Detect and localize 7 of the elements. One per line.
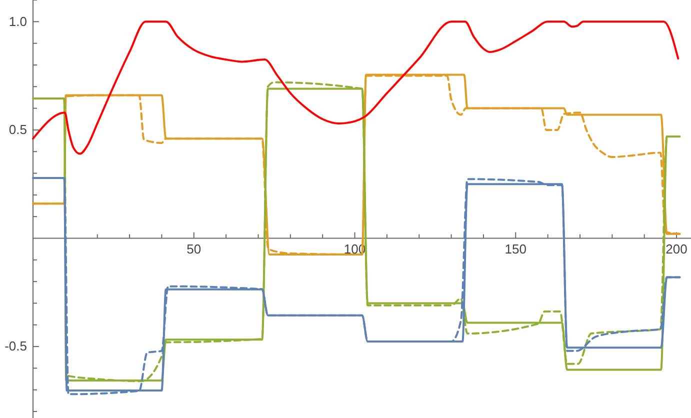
x-tick-label: 150 [504,241,526,256]
line-series [32,20,680,155]
y-tick-label: -0.5 [4,338,27,354]
y-tick-label: 0.5 [8,122,27,138]
x-tick-label: 200 [666,241,688,256]
x-tick-label: 50 [186,241,202,256]
y-tick-label: 1.0 [8,14,27,29]
